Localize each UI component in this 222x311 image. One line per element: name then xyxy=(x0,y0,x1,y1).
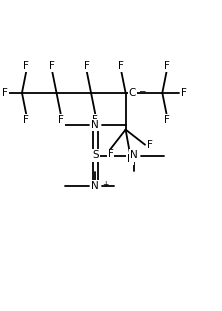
Text: F: F xyxy=(164,115,170,125)
Text: F: F xyxy=(92,115,98,125)
Text: F: F xyxy=(49,61,55,71)
Text: F: F xyxy=(181,88,186,98)
Text: F: F xyxy=(164,61,170,71)
Text: C: C xyxy=(128,88,136,98)
Text: N: N xyxy=(91,181,99,191)
Text: −: − xyxy=(138,87,146,96)
Text: F: F xyxy=(2,88,8,98)
Text: F: F xyxy=(23,115,29,125)
Text: F: F xyxy=(118,61,124,71)
Text: N: N xyxy=(91,120,99,130)
Text: S: S xyxy=(92,151,99,160)
Text: +: + xyxy=(103,179,109,188)
Text: F: F xyxy=(23,61,29,71)
Text: N: N xyxy=(130,151,138,160)
Text: F: F xyxy=(147,140,153,150)
Text: F: F xyxy=(127,154,133,164)
Text: F: F xyxy=(58,115,64,125)
Text: F: F xyxy=(84,61,90,71)
Text: F: F xyxy=(107,149,113,160)
